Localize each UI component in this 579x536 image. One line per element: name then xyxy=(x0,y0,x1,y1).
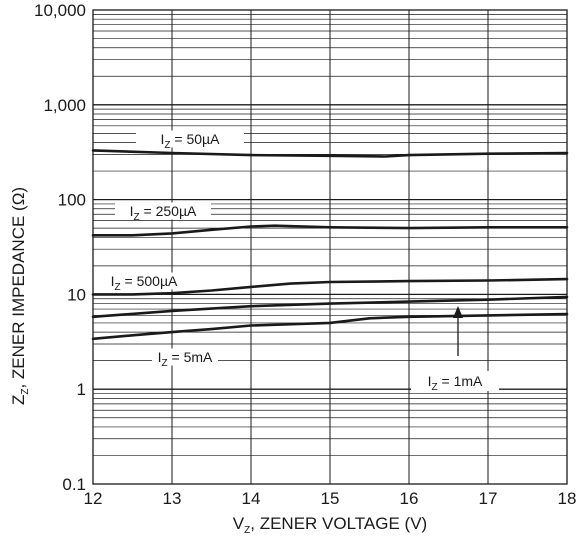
x-tick-label: 17 xyxy=(479,489,498,508)
curve-label: IZ = 5mA xyxy=(158,349,213,369)
y-axis-title-sub: Z xyxy=(20,389,31,395)
curve-label-layer: IZ = 50µA IZ = 250µA IZ = 500µA IZ = 1mA IZ … xyxy=(92,130,499,393)
arrow-annotation-1ma xyxy=(453,306,463,356)
curve-label-background xyxy=(92,272,196,290)
x-axis-title-main: V xyxy=(233,514,245,533)
series-line xyxy=(91,149,569,158)
curve-label-background xyxy=(115,202,211,220)
y-tick-label: 100 xyxy=(58,191,86,210)
curve-label: IZ = 250µA xyxy=(130,203,197,223)
curve-label: IZ = 50µA xyxy=(161,131,221,151)
series-line xyxy=(91,224,569,237)
x-tick-label: 16 xyxy=(400,489,419,508)
series-line xyxy=(91,295,569,319)
curve-label-background xyxy=(152,348,218,366)
y-tick-label: 10,000 xyxy=(34,1,86,20)
tick-label-layer: 12 13 14 15 16 17 18 0.1 1 10 100 1,000 10,000 xyxy=(34,1,576,508)
series-line xyxy=(91,312,569,341)
curve-layer xyxy=(91,149,569,341)
curve-label-background xyxy=(411,371,499,391)
y-tick-label: 0.1 xyxy=(62,475,86,494)
curve-label-background xyxy=(136,130,244,148)
x-tick-label: 18 xyxy=(558,489,577,508)
x-tick-label: 15 xyxy=(321,489,340,508)
y-tick-label: 1,000 xyxy=(43,96,86,115)
x-axis-title-rest: , ZENER VOLTAGE (V) xyxy=(250,514,427,533)
curve-label: IZ = 500µA xyxy=(111,273,178,293)
y-axis-title-rest: , ZENER IMPEDANCE (Ω) xyxy=(9,187,28,389)
y-tick-label: 1 xyxy=(77,380,86,399)
curve-label: IZ = 1mA xyxy=(428,373,483,393)
x-tick-label: 14 xyxy=(242,489,261,508)
x-axis-title-sub: Z xyxy=(244,525,250,536)
y-axis-title-main: Z xyxy=(9,395,28,405)
arrow-head xyxy=(453,306,463,318)
grid-layer xyxy=(92,9,568,485)
y-axis-title: ZZ, ZENER IMPEDANCE (Ω) xyxy=(9,187,31,405)
series-line xyxy=(91,277,569,296)
x-axis-title: VZ, ZENER VOLTAGE (V) xyxy=(233,514,427,536)
x-tick-label: 13 xyxy=(163,489,182,508)
x-tick-label: 12 xyxy=(84,489,103,508)
plot-frame xyxy=(92,9,568,485)
y-tick-label: 10 xyxy=(67,285,86,304)
